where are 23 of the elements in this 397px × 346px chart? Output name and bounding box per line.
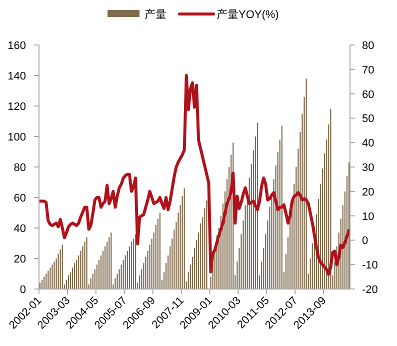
y-tick-label: 0: [20, 284, 26, 296]
y2-tick-label: -10: [362, 260, 378, 272]
y2-tick-label: 20: [362, 186, 374, 198]
y2-tick-label: 0: [362, 235, 368, 248]
y-tick-label: 100: [8, 132, 26, 144]
legend-label: 产量: [144, 8, 166, 21]
y2-tick-label: 70: [362, 64, 374, 76]
y-tick-label: 40: [14, 223, 26, 235]
y-tick-label: 20: [14, 254, 26, 266]
line-series: [38, 74, 350, 276]
y2-tick-label: 30: [362, 162, 374, 174]
y-tick-label: 160: [8, 40, 26, 52]
y-tick-label: 80: [14, 162, 26, 174]
y2-tick-label: 60: [362, 88, 374, 101]
y2-tick-label: 50: [362, 113, 374, 126]
legend-label: 产量YOY(%): [216, 8, 279, 21]
y2-tick-label: 10: [362, 210, 374, 223]
y2-tick-label: -20: [362, 284, 378, 296]
y-tick-label: 140: [8, 70, 26, 82]
y-tick-label: 120: [8, 101, 26, 113]
y-tick-label: 60: [14, 192, 26, 204]
y2-tick-label: 40: [362, 138, 374, 150]
y2-tick-label: 80: [362, 40, 374, 52]
